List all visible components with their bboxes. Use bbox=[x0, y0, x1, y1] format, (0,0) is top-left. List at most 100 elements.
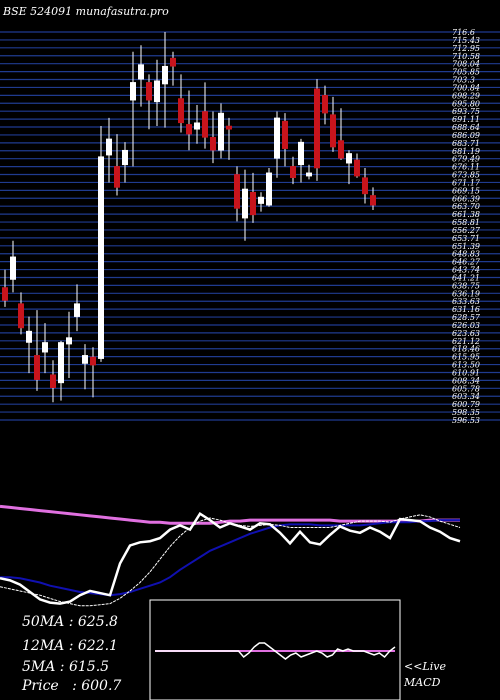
ma-blue-line bbox=[0, 519, 460, 597]
candle-body-down bbox=[33, 355, 40, 380]
candle-body-down bbox=[146, 82, 153, 101]
tick-label: 686.09 bbox=[452, 131, 480, 140]
candle bbox=[170, 51, 177, 86]
legend-ma5: 5MA : 615.5 bbox=[22, 659, 110, 675]
candle-body-up bbox=[265, 172, 272, 206]
tick-label: 600.79 bbox=[452, 400, 480, 409]
tick-label: 673.85 bbox=[452, 171, 480, 180]
tick-label: 615.95 bbox=[452, 353, 480, 362]
candle-body-up bbox=[57, 342, 64, 384]
ma-thin-line bbox=[0, 514, 461, 607]
candle bbox=[321, 85, 328, 125]
legend-ma50: 50MA : 625.8 bbox=[22, 614, 118, 630]
candle bbox=[57, 340, 64, 401]
candle-body-down bbox=[17, 303, 24, 329]
candle bbox=[25, 316, 32, 374]
tick-label: 610.91 bbox=[452, 368, 480, 377]
candle-body-up bbox=[10, 256, 17, 280]
tick-label: 679.49 bbox=[452, 155, 480, 164]
candle-body-down bbox=[90, 356, 97, 366]
chart-title: BSE 524091 munafasutra.pro bbox=[3, 5, 169, 18]
tick-label: 641.21 bbox=[452, 273, 480, 282]
candle bbox=[82, 344, 89, 390]
candle bbox=[242, 169, 249, 241]
candle bbox=[41, 323, 48, 374]
candle bbox=[33, 310, 40, 391]
tick-label: 626.03 bbox=[452, 321, 480, 330]
candle bbox=[234, 166, 241, 222]
tick-label: 712.95 bbox=[452, 44, 480, 53]
candle-body-down bbox=[289, 166, 296, 179]
tick-label: 596.53 bbox=[452, 416, 480, 425]
candle bbox=[297, 138, 304, 183]
candle bbox=[186, 90, 193, 151]
tick-label: 708.04 bbox=[452, 60, 480, 69]
candle-body-up bbox=[25, 330, 32, 343]
candle bbox=[122, 142, 129, 183]
tick-label: 700.84 bbox=[452, 83, 480, 92]
candle-body-up bbox=[154, 80, 161, 103]
candle-body-up bbox=[194, 122, 201, 130]
candle-body-down bbox=[170, 57, 177, 67]
indicator-panel bbox=[0, 504, 461, 607]
candle-body-up bbox=[297, 141, 304, 166]
tick-label: 605.78 bbox=[452, 384, 480, 393]
candle bbox=[98, 126, 105, 362]
tick-label: 603.34 bbox=[452, 392, 480, 401]
tick-label: 705.85 bbox=[452, 68, 480, 77]
ma-pink-line bbox=[0, 504, 460, 525]
tick-label: 695.80 bbox=[452, 99, 480, 108]
candle-body-up bbox=[66, 337, 73, 345]
candle bbox=[353, 153, 360, 178]
candle bbox=[289, 156, 296, 185]
candle-body-up bbox=[218, 112, 225, 151]
macd-frame bbox=[149, 599, 401, 700]
candle-body-down bbox=[353, 159, 360, 177]
candle-body-down bbox=[114, 166, 121, 188]
candle bbox=[10, 240, 17, 293]
candle-body-down bbox=[1, 287, 9, 301]
macd-title: MACD bbox=[404, 676, 441, 689]
candle bbox=[74, 284, 81, 332]
candle bbox=[210, 111, 217, 164]
candle-body-up bbox=[106, 138, 113, 156]
candle bbox=[281, 113, 288, 167]
tick-label: 598.35 bbox=[452, 408, 480, 417]
candle bbox=[138, 45, 145, 107]
candle-body-down bbox=[250, 191, 257, 216]
candle-body-up bbox=[122, 149, 129, 166]
tick-label: 671.17 bbox=[452, 178, 481, 187]
candle bbox=[313, 79, 320, 181]
tick-label: 688.64 bbox=[452, 123, 480, 132]
candle bbox=[130, 51, 137, 167]
candle-body-up bbox=[41, 342, 48, 353]
candle bbox=[178, 74, 185, 133]
candlestick-series bbox=[1, 32, 376, 403]
candle bbox=[273, 111, 280, 178]
candle bbox=[361, 168, 368, 204]
tick-label: 693.75 bbox=[452, 107, 480, 116]
tick-label: 663.70 bbox=[452, 202, 480, 211]
candle-body-up bbox=[273, 117, 280, 159]
tick-label: 666.39 bbox=[452, 194, 480, 203]
tick-label: 608.34 bbox=[452, 376, 480, 385]
tick-label: 703.3 bbox=[452, 76, 475, 85]
candle-body-up bbox=[138, 64, 145, 80]
tick-label: 661.38 bbox=[452, 210, 480, 219]
candle-body-down bbox=[337, 140, 344, 159]
tick-label: 681.19 bbox=[452, 147, 480, 156]
candle bbox=[369, 187, 376, 211]
candle bbox=[90, 347, 97, 398]
candle bbox=[265, 168, 272, 207]
candle-body-down bbox=[202, 111, 209, 138]
candle bbox=[218, 103, 225, 159]
candle-body-up bbox=[242, 188, 249, 219]
tick-label: 716.6 bbox=[452, 28, 475, 37]
tick-label: 631.16 bbox=[452, 305, 480, 314]
candle-body-up bbox=[74, 303, 81, 317]
grid-lines bbox=[0, 31, 500, 421]
price-line bbox=[0, 512, 461, 605]
candle-body-down bbox=[313, 88, 320, 169]
candle-body-up bbox=[257, 196, 264, 204]
